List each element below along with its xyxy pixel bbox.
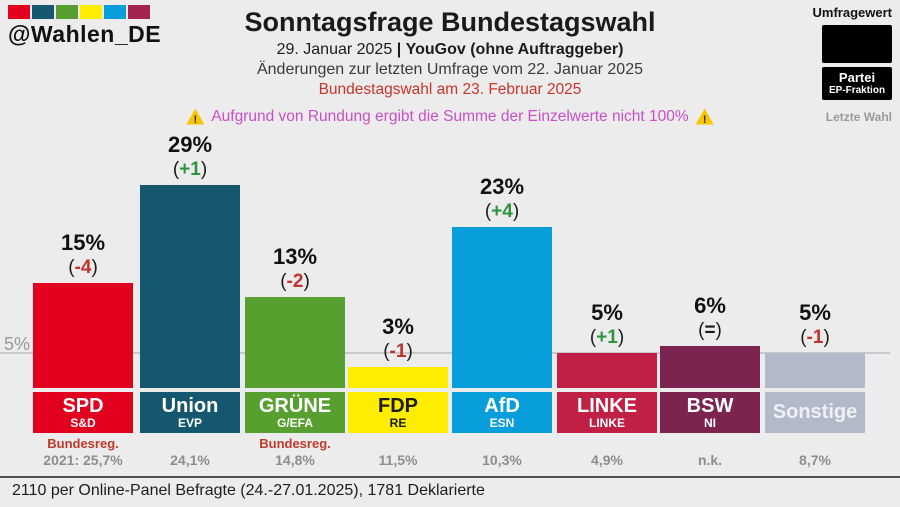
party-group: S&D: [70, 415, 96, 430]
party-box-bsw: BSW NI: [660, 392, 760, 433]
gridline-5pct: [0, 352, 890, 354]
last-election-value: 11,5%: [378, 452, 418, 468]
header: Sonntagsfrage Bundestagswahl 29. Januar …: [170, 6, 730, 126]
value-label-grüne: 13% (-2): [245, 244, 345, 294]
value-label-spd: 15% (-4): [33, 230, 133, 280]
party-box-sonstige: Sonstige: [765, 392, 865, 433]
wahlen-de-logo-icon: [8, 5, 161, 19]
poll-value: 3%: [382, 314, 414, 339]
value-label-union: 29% (+1): [140, 132, 240, 182]
last-election-value: 8,7%: [799, 452, 831, 468]
party-group: G/EFA: [276, 415, 313, 430]
legend-umfragewert-label: Umfragewert: [812, 5, 892, 20]
change-value: (=): [698, 320, 722, 341]
legend-partei-label: Partei: [838, 70, 876, 85]
party-box-union: Union EVP: [140, 392, 240, 433]
legend-umfragewert-swatch: [822, 25, 892, 63]
change-value: (-2): [280, 271, 310, 292]
party-group: LINKE: [589, 415, 625, 430]
brand-block: @Wahlen_DE: [8, 5, 161, 48]
poll-value: 5%: [799, 300, 831, 325]
separator: |: [396, 41, 402, 58]
bar-linke: [557, 353, 657, 388]
coalition-note: Bundesreg.: [47, 436, 119, 451]
change-value: (+4): [484, 201, 520, 222]
change-value: (-4): [68, 257, 98, 278]
last-election-value: 24,1%: [170, 452, 210, 468]
logo-square-icon: [80, 5, 102, 19]
logo-square-icon: [128, 5, 150, 19]
page-title: Sonntagsfrage Bundestagswahl: [244, 7, 656, 37]
legend-fraktion-label: EP-Fraktion: [828, 85, 886, 96]
party-group: NI: [704, 415, 716, 430]
poll-value: 15%: [60, 230, 106, 255]
bar-fdp: [348, 367, 448, 388]
coalition-note: Bundesreg.: [259, 436, 331, 451]
bar-spd: [33, 283, 133, 388]
election-note: Bundestagswahl am 23. Februar 2025: [318, 81, 582, 98]
last-election-value: n.k.: [697, 452, 723, 468]
party-name: Sonstige: [772, 401, 858, 423]
institute: YouGov (ohne Auftraggeber): [405, 41, 624, 58]
party-name: LINKE: [577, 394, 637, 417]
poll-date: 29. Januar 2025: [276, 41, 393, 58]
poll-value: 6%: [694, 293, 726, 318]
party-name: AfD: [484, 394, 520, 417]
party-box-linke: LINKE LINKE: [557, 392, 657, 433]
poll-value: 29%: [167, 132, 213, 157]
sample-note: 2110 per Online-Panel Befragte (24.-27.0…: [12, 482, 485, 499]
party-group: EVP: [177, 415, 202, 430]
last-election-value: 2021: 25,7%: [43, 452, 123, 468]
poll-value: 13%: [272, 244, 318, 269]
last-election-value: 4,9%: [591, 452, 623, 468]
value-label-afd: 23% (+4): [452, 174, 552, 224]
bar-afd: [452, 227, 552, 388]
change-value: (+1): [172, 159, 208, 180]
value-label-sonstige: 5% (-1): [765, 300, 865, 350]
logo-square-icon: [8, 5, 30, 19]
party-box-afd: AfD ESN: [452, 392, 552, 433]
y-axis-5pct-label: 5%: [4, 334, 31, 354]
party-group: RE: [389, 415, 407, 430]
poll-value: 5%: [591, 300, 623, 325]
poll-value: 23%: [479, 174, 525, 199]
change-value: (+1): [589, 327, 625, 348]
party-box-fdp: FDP RE: [348, 392, 448, 433]
rounding-warning: Aufgrund von Rundung ergibt die Summe de…: [170, 107, 730, 126]
last-election-value: 10,3%: [482, 452, 522, 468]
legend: Umfragewert Partei EP-Fraktion Letzte Wa…: [808, 5, 892, 124]
party-name: BSW: [686, 394, 734, 417]
party-name: Union: [161, 394, 219, 417]
bar-union: [140, 185, 240, 388]
changes-note: Änderungen zur letzten Umfrage vom 22. J…: [256, 61, 643, 78]
bar-sonstige: [765, 353, 865, 388]
party-name: SPD: [62, 394, 104, 417]
logo-square-icon: [56, 5, 78, 19]
party-box-spd: SPD S&D: [33, 392, 133, 433]
warning-text: Aufgrund von Rundung ergibt die Summe de…: [211, 108, 689, 125]
logo-square-icon: [104, 5, 126, 19]
party-name: FDP: [378, 394, 418, 417]
bar-grüne: [245, 297, 345, 388]
legend-letzte-wahl-label: Letzte Wahl: [825, 110, 892, 124]
change-value: (-1): [800, 327, 830, 348]
change-value: (-1): [383, 341, 413, 362]
value-label-linke: 5% (+1): [557, 300, 657, 350]
poll-date-line: 29. Januar 2025 | YouGov (ohne Auftragge…: [170, 41, 730, 59]
last-election-value: 14,8%: [275, 452, 315, 468]
brand-handle: @Wahlen_DE: [8, 21, 162, 47]
party-name: GRÜNE: [258, 394, 332, 417]
legend-partei-swatch: Partei EP-Fraktion: [822, 67, 892, 100]
bar-bsw: [660, 346, 760, 388]
party-group: ESN: [489, 415, 515, 430]
value-label-bsw: 6% (=): [660, 293, 760, 343]
logo-square-icon: [32, 5, 54, 19]
value-label-fdp: 3% (-1): [348, 314, 448, 364]
party-box-grüne: GRÜNE G/EFA: [245, 392, 345, 433]
footer-divider: [0, 476, 900, 478]
